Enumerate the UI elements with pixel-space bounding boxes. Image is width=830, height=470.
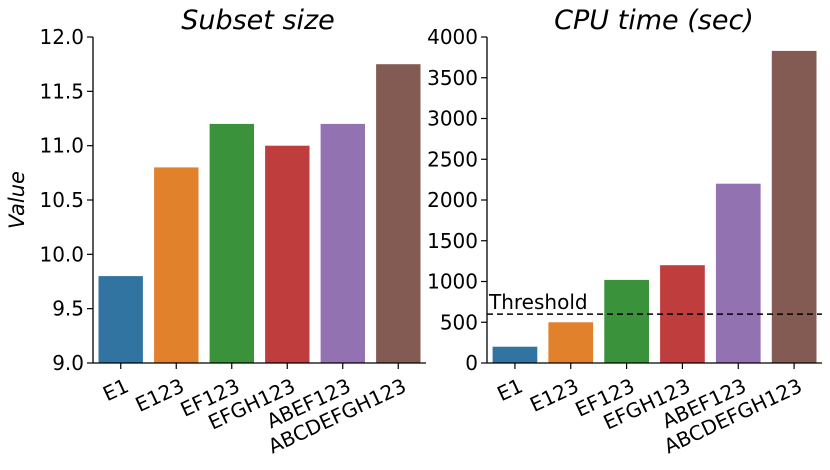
y-tick-label: 500 [440,310,478,334]
y-ticks: 9.0 9.5 10.0 10.5 11.0 11.5 12.0 [39,25,93,375]
bars [98,64,421,364]
threshold-label: Threshold [488,290,588,314]
x-tick-label: E1 [493,374,526,406]
bar-ef123 [209,123,254,364]
bar-abcdefgh123 [771,50,817,364]
bar-abcdefgh123 [376,64,421,363]
y-tick-label: 1500 [427,229,478,253]
subset-size-chart: Subset size Value 9.0 9.5 10.0 10.5 11.0 11.5… [5,5,426,458]
bars [492,50,817,364]
y-tick-label: 10.5 [39,188,84,212]
y-tick-label: 12.0 [39,25,84,49]
y-tick-label: 3000 [427,107,478,131]
y-tick-label: 2000 [427,188,478,212]
y-tick-label: 10.0 [39,242,84,266]
y-tick-label: 9.5 [52,297,84,321]
y-tick-label: 11.5 [39,79,84,103]
y-tick-label: 9.0 [52,351,84,375]
y-tick-label: 4000 [427,25,478,49]
x-tick-label: E123 [526,374,582,417]
bar-efgh123 [265,145,310,363]
y-axis-label: Value [5,171,29,229]
cpu-time-chart: CPU time (sec) 0 500 1000 1500 2000 2500 3000 3… [427,5,822,458]
bar-abef123 [715,183,761,363]
bar-e123 [154,167,199,363]
y-tick-label: 3500 [427,66,478,90]
x-tick-label: E123 [132,374,188,417]
x-tick-label: E1 [99,374,132,406]
y-tick-label: 0 [465,351,478,375]
bar-ef123 [604,279,649,363]
bar-e1 [492,346,538,363]
y-tick-label: 1000 [427,270,478,294]
bar-abef123 [320,123,365,364]
y-ticks: 0 500 1000 1500 2000 2500 3000 3500 4000 [427,25,487,375]
y-tick-label: 2500 [427,147,478,171]
bar-e123 [548,322,594,364]
chart-title: Subset size [181,5,335,36]
y-tick-label: 11.0 [39,134,84,158]
bar-e1 [98,276,143,363]
chart-title: CPU time (sec) [554,5,754,36]
